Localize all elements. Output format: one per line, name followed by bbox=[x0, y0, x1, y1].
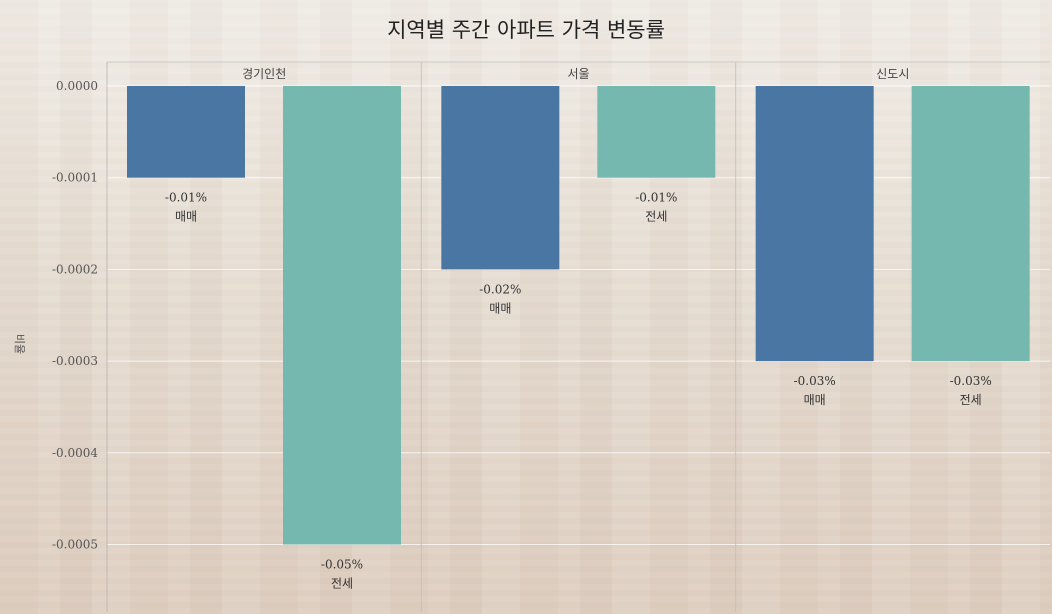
facet-label: 신도시 bbox=[876, 67, 909, 81]
data-label-category: 매매 bbox=[175, 210, 197, 224]
data-label-value: -0.02% bbox=[479, 282, 521, 296]
y-tick-label: -0.0003 bbox=[52, 354, 98, 368]
data-label-value: -0.01% bbox=[635, 191, 677, 205]
data-label-value: -0.01% bbox=[165, 191, 207, 205]
facet-label: 서울 bbox=[567, 67, 589, 81]
facet-2: 서울 -0.02% 매매 -0.01% 전세 bbox=[420, 62, 716, 612]
data-label-category: 매매 bbox=[804, 393, 826, 407]
data-label-value: -0.03% bbox=[794, 374, 836, 388]
bar bbox=[441, 86, 560, 270]
data-label-value: -0.03% bbox=[950, 374, 992, 388]
bar bbox=[283, 86, 401, 545]
bar bbox=[597, 86, 716, 178]
chart-title: 지역별 주간 아파트 가격 변동률 bbox=[387, 18, 665, 42]
data-label-category: 전세 bbox=[331, 577, 353, 591]
facet-panels: 경기인천-0.01%매매-0.05%전세서울-0.02%매매-0.01%전세신도… bbox=[127, 62, 1030, 612]
bar bbox=[755, 86, 874, 362]
y-axis-label: 비율 bbox=[13, 334, 26, 354]
facet-3: 신도시 -0.03% 매매 -0.03% 전세 bbox=[735, 62, 1030, 612]
grid-lines bbox=[106, 61, 1050, 612]
facet-label: 경기인천 bbox=[242, 66, 286, 81]
data-label-category: 전세 bbox=[645, 210, 667, 224]
y-tick-label: -0.0004 bbox=[52, 446, 98, 460]
y-tick-label: -0.0002 bbox=[52, 262, 98, 276]
y-tick-label: 0.0000 bbox=[56, 79, 98, 93]
y-axis-ticks: 0.0000 -0.0001 -0.0002 -0.0003 -0.0004 -0.000… bbox=[52, 79, 98, 552]
y-tick-label: -0.0005 bbox=[52, 538, 98, 552]
bar bbox=[911, 86, 1030, 362]
facet-1: 경기인천 -0.01% 매매 -0.05% 전세 bbox=[127, 66, 401, 591]
data-label-category: 전세 bbox=[960, 393, 982, 407]
bar bbox=[127, 86, 245, 178]
data-label-value: -0.05% bbox=[321, 558, 363, 572]
y-tick-label: -0.0001 bbox=[52, 171, 98, 185]
data-label-category: 매매 bbox=[489, 301, 511, 315]
